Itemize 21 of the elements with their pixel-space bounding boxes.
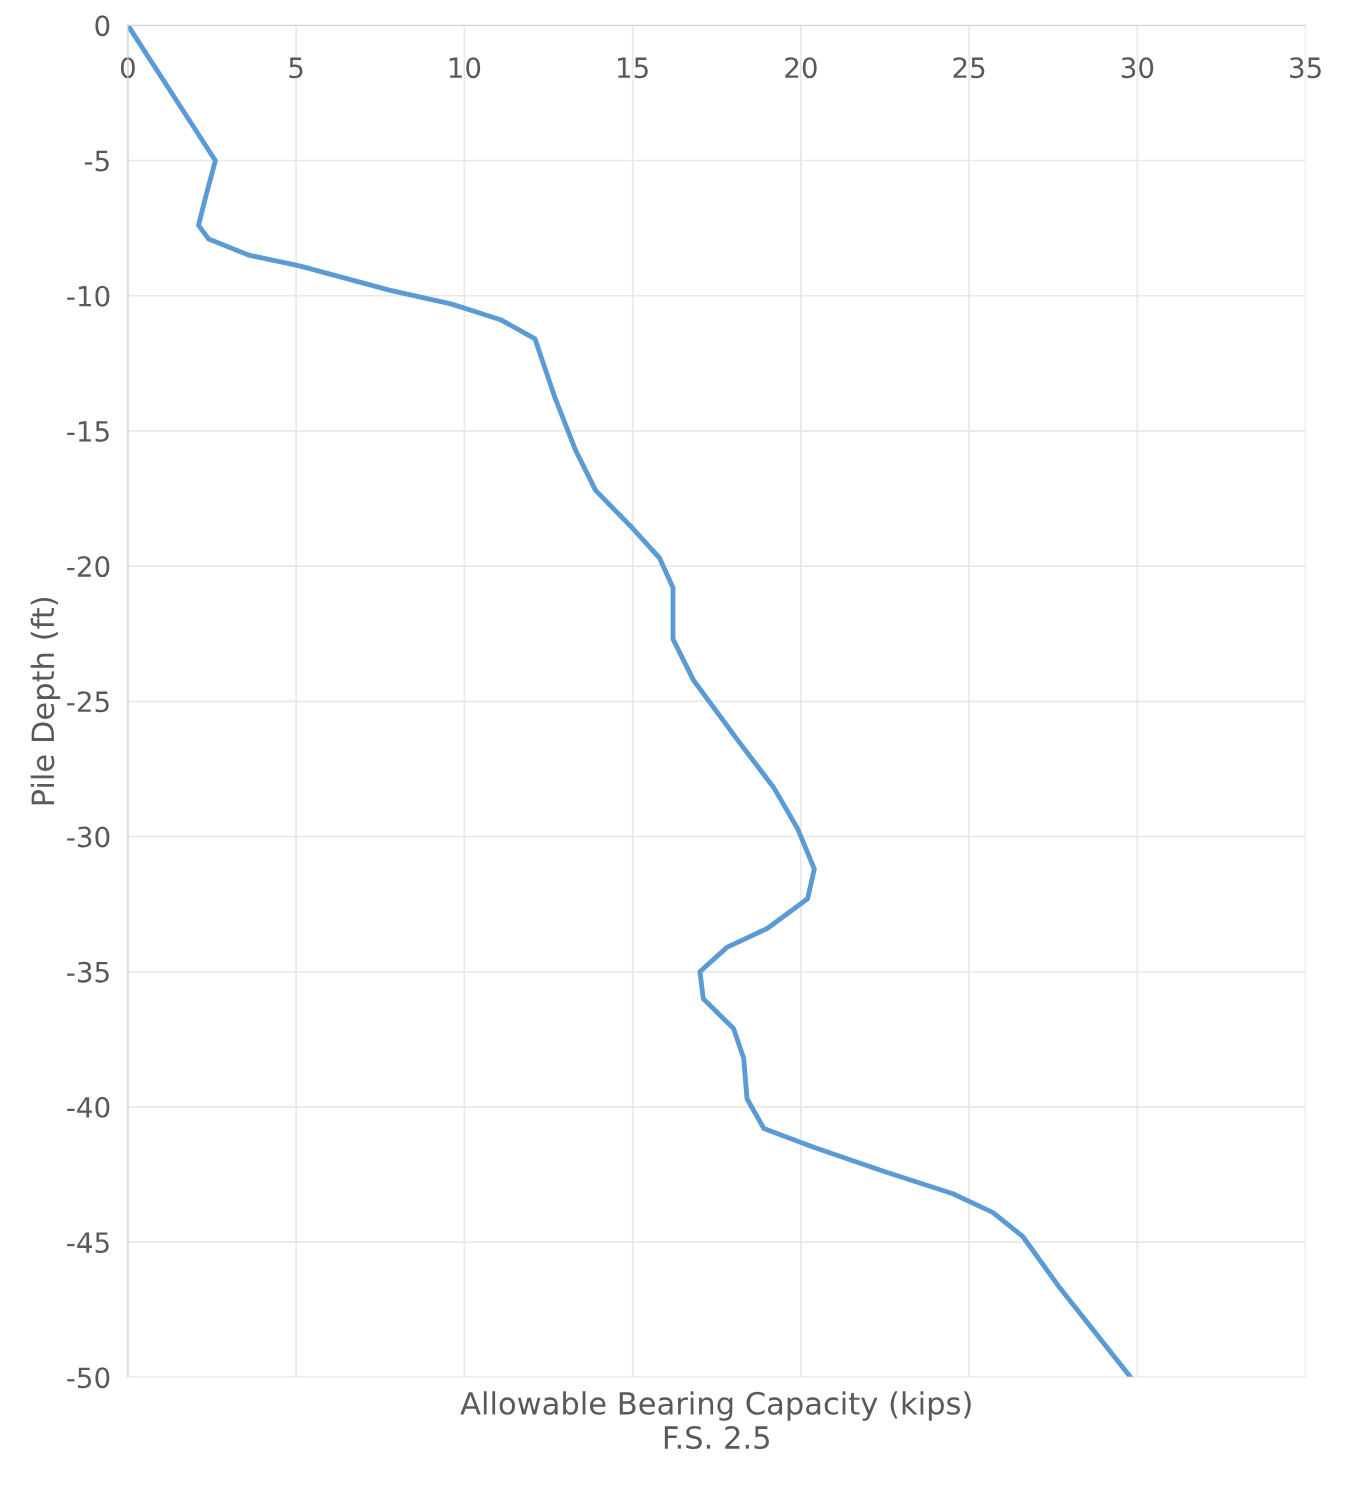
x-tick-label: 15 xyxy=(618,57,648,79)
x-tick-label: 5 xyxy=(289,57,303,79)
y-tick-label: -20 xyxy=(67,556,110,578)
y-tick-label: -30 xyxy=(67,826,110,848)
y-tick-label: -40 xyxy=(67,1096,110,1118)
x-tick-label: 20 xyxy=(785,57,817,79)
y-axis-title: Pile Depth (ft) xyxy=(30,597,61,805)
y-tick-label: -5 xyxy=(84,150,109,172)
y-tick-label: -15 xyxy=(67,421,109,442)
x-axis-title: Allowable Bearing Capacity (kips) F.S. 2.5 xyxy=(460,1391,971,1450)
y-tick-label: 0 xyxy=(95,15,110,37)
y-tick-label: -10 xyxy=(67,285,110,307)
x-tick-label: 0 xyxy=(120,57,135,79)
x-tick-label: 30 xyxy=(1121,57,1154,79)
x-tick-label: 25 xyxy=(953,57,985,79)
x-tick-label: 10 xyxy=(449,57,481,79)
x-tick-label: 35 xyxy=(1290,57,1321,79)
y-tick-label: -35 xyxy=(67,961,109,983)
y-tick-label: -50 xyxy=(67,1367,110,1389)
y-tick-label: -45 xyxy=(67,1232,109,1254)
y-tick-label: -25 xyxy=(67,691,109,713)
